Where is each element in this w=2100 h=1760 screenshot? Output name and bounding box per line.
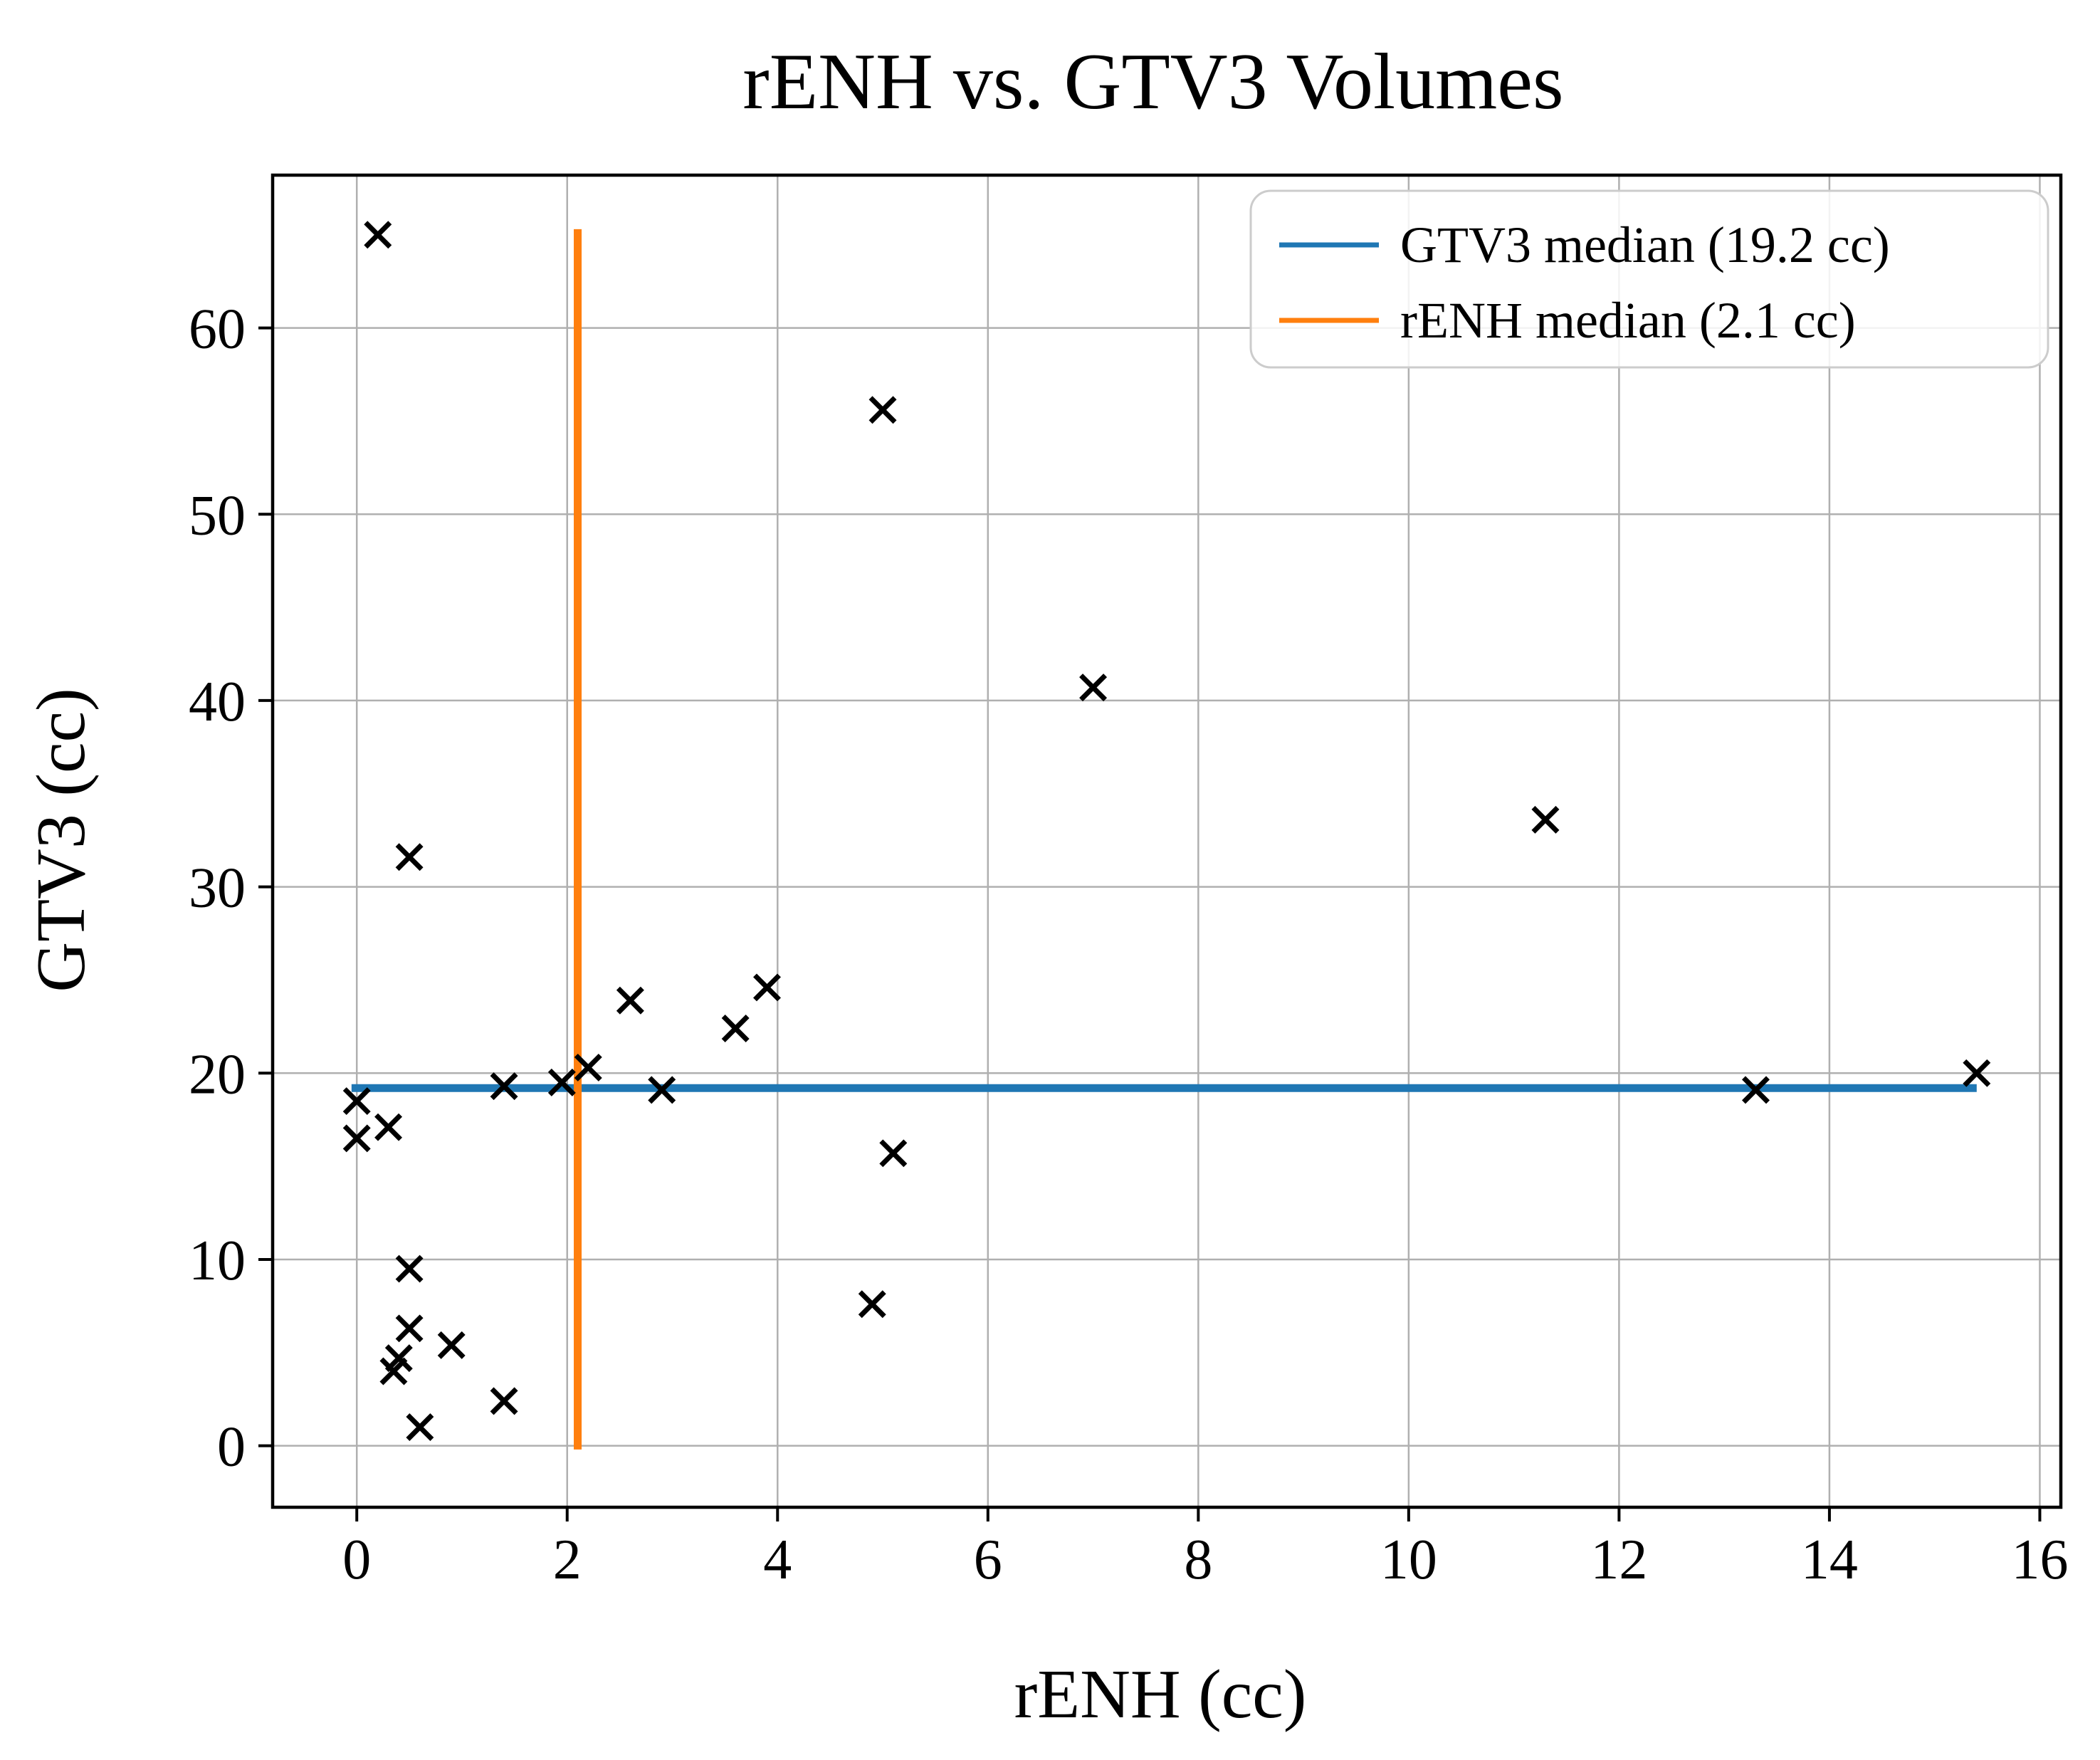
x-axis-ticks: 0 2 4 6 8 10 12 14 16 (342, 1507, 2068, 1591)
scatter-point (374, 1113, 403, 1141)
y-tick-label: 20 (189, 1043, 246, 1106)
x-tick-label: 6 (974, 1529, 1002, 1591)
x-tick-label: 16 (2011, 1529, 2068, 1591)
scatter-point (364, 221, 392, 249)
scatter-point (342, 1124, 371, 1153)
scatter-point (342, 1087, 371, 1116)
x-tick-label: 14 (1801, 1529, 1858, 1591)
scatter-point (395, 843, 424, 871)
scatter-point (395, 1254, 424, 1283)
scatter-point (721, 1015, 750, 1042)
legend-box (1249, 189, 2049, 369)
scatter-point (1742, 1076, 1770, 1104)
x-tick-label: 4 (763, 1529, 792, 1591)
y-tick-label: 10 (189, 1230, 246, 1292)
x-tick-label: 12 (1590, 1529, 1647, 1591)
y-tick-label: 60 (189, 298, 246, 361)
scatter-point (395, 1314, 424, 1343)
scatter-point (753, 973, 781, 1002)
x-tick-label: 10 (1380, 1529, 1437, 1591)
scatter-point (490, 1387, 518, 1415)
chart-title: rENH vs. GTV3 Volumes (742, 38, 1563, 126)
x-tick-label: 0 (342, 1529, 371, 1591)
x-tick-label: 2 (553, 1529, 582, 1591)
y-tick-label: 50 (189, 484, 246, 547)
scatter-point (547, 1068, 576, 1096)
scatter-point (574, 1053, 602, 1081)
scatter-point (406, 1413, 434, 1441)
scatter-point (1531, 805, 1560, 834)
y-tick-label: 0 (217, 1416, 246, 1479)
y-tick-label: 30 (189, 857, 246, 920)
scatter-point (437, 1331, 466, 1359)
scatter-point (1079, 674, 1108, 702)
x-tick-label: 8 (1184, 1529, 1212, 1591)
scatter-point (868, 396, 897, 424)
legend: GTV3 median (19.2 cc) rENH median (2.1 c… (1249, 189, 2049, 369)
y-tick-label: 40 (189, 671, 246, 733)
scatter-point (879, 1139, 908, 1168)
median-lines (351, 229, 1977, 1450)
scatter-point (616, 986, 644, 1015)
scatter-point (648, 1076, 676, 1104)
legend-label-gtv3-median: GTV3 median (19.2 cc) (1400, 216, 1890, 273)
scatter-point (1963, 1059, 1991, 1087)
y-axis-label: GTV3 (cc) (23, 688, 100, 992)
scatter-point (490, 1072, 518, 1101)
data-points (342, 221, 1991, 1441)
scatter-point (858, 1290, 886, 1319)
plot-area-frame (271, 173, 2063, 1509)
legend-label-renh-median: rENH median (2.1 cc) (1400, 292, 1856, 349)
scatter-point (379, 1357, 408, 1386)
grid-lines (273, 175, 2061, 1507)
x-axis-label: rENH (cc) (1014, 1656, 1307, 1733)
y-axis-ticks: 0 10 20 30 40 50 60 (189, 298, 273, 1479)
